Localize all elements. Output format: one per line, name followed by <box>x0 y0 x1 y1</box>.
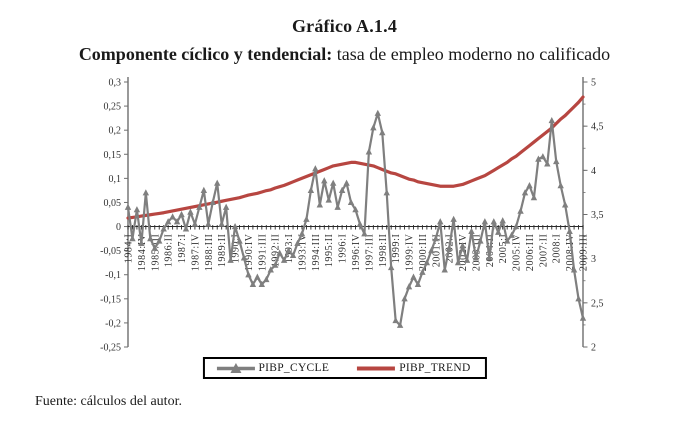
svg-text:1988:III: 1988:III <box>204 234 215 272</box>
chart-subtitle-rest: tasa de empleo moderno no calificado <box>332 44 611 64</box>
svg-text:1998:II: 1998:II <box>378 234 389 268</box>
legend-label-trend: PIBP_TREND <box>399 362 471 374</box>
svg-text:2008:I: 2008:I <box>552 234 563 264</box>
svg-text:2005:I: 2005:I <box>498 234 509 264</box>
svg-text:0,2: 0,2 <box>109 126 122 137</box>
svg-text:1987:IV: 1987:IV <box>190 233 201 271</box>
svg-text:1995:II: 1995:II <box>324 234 335 268</box>
svg-text:1986:II: 1986:II <box>164 234 175 268</box>
svg-text:2000:III: 2000:III <box>418 234 429 272</box>
svg-text:-0,1: -0,1 <box>105 270 121 281</box>
svg-text:5: 5 <box>591 78 596 89</box>
svg-text:2,5: 2,5 <box>591 298 604 309</box>
legend: PIBP_CYCLE PIBP_TREND <box>202 357 487 379</box>
svg-text:2001:II: 2001:II <box>431 234 442 268</box>
svg-text:2005:IV: 2005:IV <box>512 233 523 271</box>
svg-text:0,1: 0,1 <box>109 174 122 185</box>
svg-text:0,05: 0,05 <box>104 198 122 209</box>
svg-text:1984:IV: 1984:IV <box>137 233 148 271</box>
trend-series-icon <box>357 366 396 371</box>
svg-text:0,3: 0,3 <box>109 78 122 89</box>
svg-text:1993:IV: 1993:IV <box>297 233 308 271</box>
legend-label-cycle: PIBP_CYCLE <box>258 362 330 374</box>
svg-text:1990:IV: 1990:IV <box>244 233 255 271</box>
chart-title: Gráfico A.1.4 <box>291 16 398 36</box>
svg-text:4,5: 4,5 <box>591 122 604 133</box>
svg-text:1987:I: 1987:I <box>177 234 188 264</box>
svg-text:-0,15: -0,15 <box>100 294 121 305</box>
svg-text:1997:III: 1997:III <box>364 234 375 272</box>
svg-text:1999:IV: 1999:IV <box>405 233 416 271</box>
svg-text:-0,25: -0,25 <box>100 343 121 354</box>
svg-text:1994:III: 1994:III <box>311 234 322 272</box>
svg-text:1999:I: 1999:I <box>391 234 402 264</box>
svg-text:1985:III: 1985:III <box>150 234 161 272</box>
source-note: Fuente: cálculos del autor. <box>35 394 182 409</box>
svg-text:-0,2: -0,2 <box>105 318 121 329</box>
svg-text:1992:II: 1992:II <box>271 234 282 268</box>
svg-text:1984:I: 1984:I <box>124 234 135 264</box>
svg-text:0: 0 <box>116 222 121 233</box>
legend-item-trend: PIBP_TREND <box>355 362 470 374</box>
chart-canvas: 0,3 0,25 0,2 0,15 0,1 0,05 0 -0,05 -0,1 -0,15 -0,2… <box>100 77 604 354</box>
svg-text:1996:IV: 1996:IV <box>351 233 362 271</box>
cycle-series-icon <box>216 363 255 373</box>
svg-text:0,15: 0,15 <box>104 150 122 161</box>
svg-text:4: 4 <box>591 166 596 177</box>
svg-text:1996:I: 1996:I <box>338 234 349 264</box>
svg-text:1993:I: 1993:I <box>284 234 295 264</box>
chart-subtitle: Componente cíclico y tendencial: tasa de… <box>0 44 689 65</box>
svg-text:1989:II: 1989:II <box>217 234 228 268</box>
svg-text:2007:II: 2007:II <box>538 234 549 268</box>
svg-text:2009:III: 2009:III <box>579 234 590 272</box>
svg-text:0,25: 0,25 <box>104 102 122 113</box>
svg-text:2008:IV: 2008:IV <box>565 233 576 271</box>
svg-text:1990:I: 1990:I <box>231 234 242 264</box>
svg-text:-0,05: -0,05 <box>100 246 121 257</box>
svg-text:3: 3 <box>591 254 596 265</box>
svg-text:2: 2 <box>591 343 596 354</box>
legend-item-cycle: PIBP_CYCLE <box>214 362 329 374</box>
svg-text:1991:III: 1991:III <box>257 234 268 272</box>
chart-subtitle-bold: Componente cíclico y tendencial: <box>78 44 333 64</box>
svg-text:3,5: 3,5 <box>591 210 604 221</box>
svg-text:2006:III: 2006:III <box>525 234 536 272</box>
